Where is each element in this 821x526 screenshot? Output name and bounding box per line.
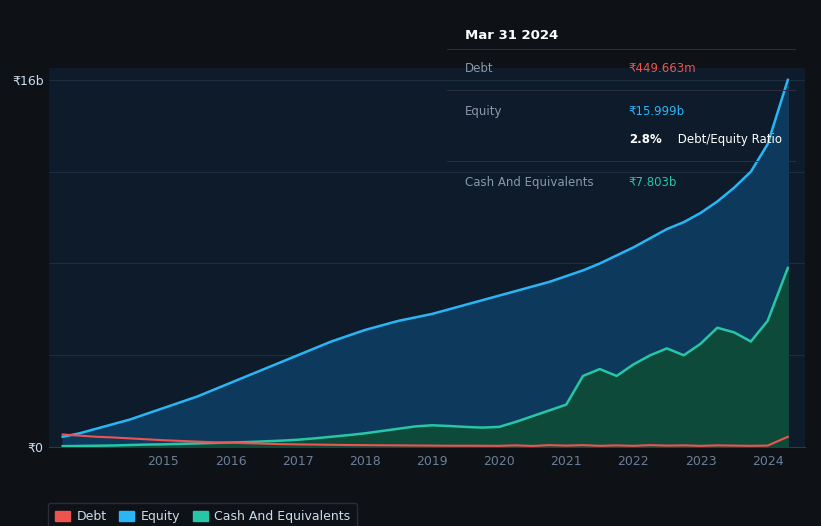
Text: Debt/Equity Ratio: Debt/Equity Ratio [674, 134, 782, 146]
Text: 2.8%: 2.8% [629, 134, 662, 146]
Text: Mar 31 2024: Mar 31 2024 [465, 29, 558, 42]
Text: ₹15.999b: ₹15.999b [629, 105, 685, 118]
Text: Debt: Debt [465, 63, 493, 75]
Text: Equity: Equity [465, 105, 502, 118]
Text: ₹449.663m: ₹449.663m [629, 63, 696, 75]
Text: Cash And Equivalents: Cash And Equivalents [465, 176, 594, 189]
Legend: Debt, Equity, Cash And Equivalents: Debt, Equity, Cash And Equivalents [48, 502, 357, 526]
Text: ₹7.803b: ₹7.803b [629, 176, 677, 189]
